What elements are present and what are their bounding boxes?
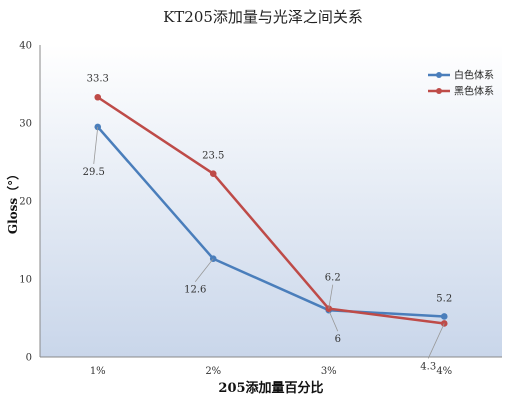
leader-line <box>194 258 214 282</box>
data-point <box>209 170 217 177</box>
data-label: 5.2 <box>436 293 452 304</box>
data-label: 6.2 <box>325 273 341 284</box>
x-tick-label: 1% <box>90 366 106 377</box>
x-tick-label: 2% <box>205 366 221 377</box>
legend-item: 白色体系 <box>428 69 494 82</box>
data-point <box>440 313 448 320</box>
legend-marker <box>436 88 442 94</box>
leader-line <box>328 310 339 332</box>
y-tick-label: 30 <box>19 119 32 130</box>
data-label: 23.5 <box>202 151 224 162</box>
leader-line <box>328 284 334 309</box>
y-tick-label: 0 <box>26 353 32 364</box>
data-label: 12.6 <box>184 285 206 296</box>
legend-item: 黑色体系 <box>428 85 494 98</box>
plot-area <box>40 45 502 357</box>
series-2: 33.3 23.5 6.2 4.3 <box>87 73 448 372</box>
data-label: 6 <box>335 334 341 345</box>
y-tick-labels: 0 10 20 30 40 <box>19 41 32 364</box>
x-tick-label: 3% <box>321 366 337 377</box>
series-line <box>96 126 445 318</box>
x-tick-labels: 1% 2% 3% 4% <box>90 366 452 377</box>
y-tick-label: 20 <box>19 197 32 208</box>
data-label: 33.3 <box>87 73 109 84</box>
data-point <box>94 123 102 131</box>
leader-line <box>93 126 99 164</box>
leader-line <box>427 323 445 359</box>
y-axis-title: Gloss（°） <box>5 168 20 234</box>
y-tick-label: 40 <box>19 41 32 52</box>
data-point <box>94 93 102 101</box>
data-label: 29.5 <box>83 167 105 178</box>
series-line <box>97 96 445 325</box>
series-layer: 29.5 12.6 6 5.2 33.3 23.5 6.2 4.3 <box>83 73 453 372</box>
x-tick-label: 4% <box>436 366 452 377</box>
x-axis-title: 205添加量百分比 <box>218 380 323 396</box>
legend-label: 白色体系 <box>454 69 494 82</box>
data-label: 4.3 <box>420 361 436 372</box>
y-tick-label: 10 <box>19 275 32 286</box>
legend-marker <box>436 72 442 78</box>
legend-label: 黑色体系 <box>454 85 494 98</box>
chart-title: KT205添加量与光泽之间关系 <box>163 8 363 26</box>
